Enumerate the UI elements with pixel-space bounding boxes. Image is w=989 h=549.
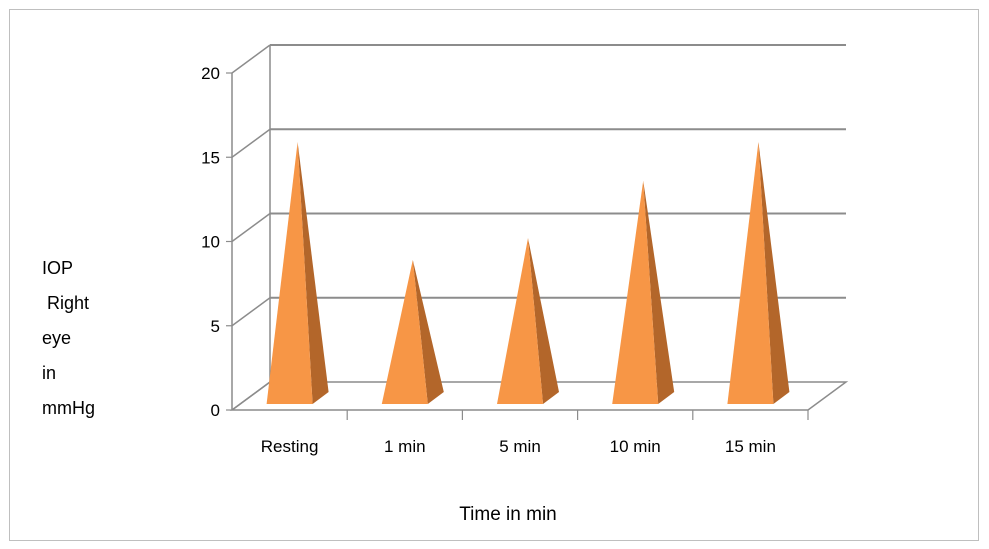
pyramid-bar: [612, 180, 675, 404]
x-tick-label: 15 min: [725, 437, 776, 456]
y-axis-label-line: eye: [42, 328, 71, 348]
y-axis-label-line: IOP: [42, 258, 73, 278]
pyramid-front-face: [266, 141, 313, 404]
y-tick-label: 15: [201, 148, 220, 167]
x-axis-label: Time in min: [459, 504, 556, 525]
x-tick-label: 1 min: [384, 437, 426, 456]
x-tick-label: Resting: [261, 437, 319, 456]
pyramid-side-face: [528, 238, 559, 404]
wall-gridline: [231, 128, 271, 158]
pyramid-bar: [727, 141, 790, 404]
pyramid-front-face: [612, 180, 659, 404]
floor-outline: [229, 381, 849, 411]
pyramid-side-face: [758, 141, 790, 404]
wall-gridline: [231, 212, 271, 243]
pyramid-side-face: [412, 259, 444, 404]
chart-frame: [9, 9, 979, 541]
pyramid-front-face: [727, 141, 774, 404]
x-tick-label: 5 min: [499, 437, 541, 456]
pyramid-front-face: [497, 238, 543, 404]
pyramid-bar: [497, 238, 559, 404]
pyramid-bar: [381, 259, 444, 404]
y-axis-label: IOP Right eye in mmHg: [42, 258, 95, 418]
wall-gridline: [231, 297, 271, 327]
y-axis-label-line: in: [42, 363, 56, 383]
pyramid-bar: [266, 141, 329, 404]
x-tick-labels: Resting 1 min 5 min 10 min 15 min: [261, 437, 776, 456]
y-tick-label: 10: [201, 233, 220, 252]
bars: [266, 141, 790, 404]
pyramid-side-face: [297, 141, 329, 404]
y-tick-label: 5: [211, 317, 220, 336]
y-tick-label: 0: [211, 401, 220, 420]
axes: [226, 45, 849, 420]
y-tick-label: 20: [201, 64, 220, 83]
pyramid-side-face: [643, 180, 675, 404]
pyramid-front-face: [381, 259, 428, 404]
y-tick-labels: 0 5 10 15 20: [201, 64, 220, 420]
x-tick-label: 10 min: [610, 437, 661, 456]
wall-gridline: [231, 44, 271, 74]
y-axis-label-line: Right: [42, 293, 89, 313]
y-axis-label-line: mmHg: [42, 398, 95, 418]
